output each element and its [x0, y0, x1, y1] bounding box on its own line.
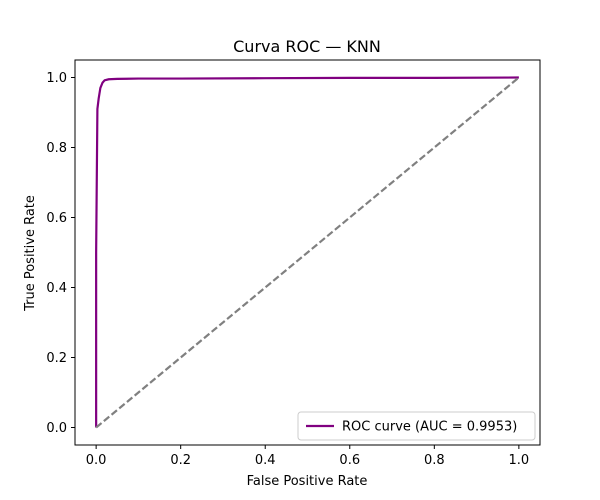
- x-tick-label: 0.0: [86, 453, 107, 468]
- x-tick-label: 0.6: [339, 453, 360, 468]
- x-axis-label: False Positive Rate: [247, 474, 368, 489]
- chance-diagonal-line: [95, 76, 520, 429]
- roc-curve-line: [95, 76, 519, 428]
- legend-label: ROC curve (AUC = 0.9953): [342, 420, 517, 435]
- y-axis-label: True Positive Rate: [23, 195, 38, 312]
- legend: ROC curve (AUC = 0.9953): [297, 411, 536, 441]
- x-tick-label: 0.4: [255, 453, 276, 468]
- x-tick-label: 1.0: [509, 453, 530, 468]
- chart-title: Curva ROC — KNN: [233, 37, 381, 56]
- axes-frame: [74, 59, 541, 446]
- y-tick-label: 0.2: [46, 351, 67, 366]
- y-tick-label: 0.4: [46, 281, 67, 296]
- x-tick-label: 0.2: [170, 453, 191, 468]
- y-tick-label: 1.0: [46, 71, 67, 86]
- legend-box: [297, 411, 536, 441]
- y-tick-label: 0.6: [46, 211, 67, 226]
- y-tick-label: 0.8: [46, 141, 67, 156]
- y-tick-label: 0.0: [46, 421, 67, 436]
- plot-area: 0.0 0.2 0.4 0.6 0.8 1.0 0.0 0.2 0.4 0.6 0.8 1.0: [46, 59, 541, 468]
- x-tick-label: 0.8: [424, 453, 445, 468]
